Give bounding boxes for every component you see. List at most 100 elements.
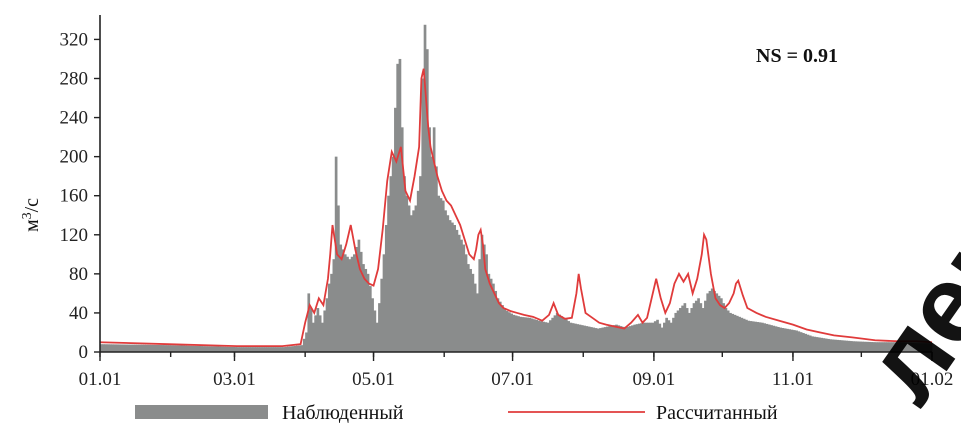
observed-bar — [747, 320, 751, 352]
observed-bar — [348, 259, 352, 352]
observed-bar — [421, 78, 425, 353]
observed-bar — [350, 256, 354, 352]
observed-bar — [929, 343, 933, 352]
observed-bar — [143, 344, 146, 352]
observed-bar — [624, 327, 627, 352]
observed-bar — [154, 344, 158, 352]
observed-bar — [400, 127, 404, 352]
observed-bar — [166, 345, 169, 352]
observed-bar — [444, 210, 447, 352]
observed-bar — [248, 347, 251, 352]
observed-bar — [861, 341, 865, 352]
observed-bar — [387, 195, 390, 352]
observed-bar — [733, 314, 737, 352]
observed-bar — [811, 336, 814, 352]
observed-bar — [767, 324, 771, 352]
observed-bar — [482, 244, 486, 352]
x-tick-label: 07.01 — [491, 369, 534, 390]
observed-bar — [156, 345, 160, 352]
observed-bar — [831, 339, 835, 352]
observed-bar — [792, 330, 796, 352]
observed-bar — [234, 347, 238, 352]
observed-bar — [875, 342, 878, 352]
observed-bar — [207, 346, 210, 352]
observed-bar — [476, 293, 479, 352]
observed-bar — [466, 264, 470, 352]
observed-bar — [498, 301, 502, 352]
observed-bar — [403, 176, 406, 352]
observed-bar — [437, 195, 441, 352]
observed-bar — [182, 345, 185, 352]
observed-bar — [888, 342, 892, 352]
observed-bar — [535, 320, 539, 352]
observed-bar — [631, 325, 634, 352]
observed-bar — [710, 288, 714, 352]
observed-bar — [471, 273, 475, 352]
observed-bar — [904, 342, 908, 352]
observed-bar — [672, 317, 675, 352]
observed-bar — [751, 321, 755, 352]
observed-bar — [453, 225, 456, 352]
observed-bar — [188, 345, 192, 352]
observed-bar — [473, 283, 477, 352]
observed-bar — [243, 347, 247, 352]
observed-bar — [692, 303, 696, 352]
observed-bar — [555, 312, 559, 352]
observed-bar — [530, 318, 534, 352]
observed-bar — [738, 316, 741, 352]
observed-bar — [720, 298, 723, 352]
observed-bar — [252, 347, 256, 352]
observed-bar — [849, 341, 853, 352]
observed-bar — [334, 156, 338, 352]
observed-bar — [735, 315, 739, 352]
observed-bar — [615, 324, 618, 352]
observed-bar — [583, 325, 586, 352]
observed-bar — [818, 337, 821, 352]
y-tick-label: 80 — [69, 264, 88, 285]
observed-bar — [435, 166, 438, 352]
observed-bar — [824, 338, 828, 352]
observed-bar — [170, 345, 174, 352]
observed-bar — [660, 327, 664, 352]
observed-bar — [651, 322, 655, 352]
observed-bar — [565, 319, 568, 352]
observed-bar — [257, 347, 260, 352]
observed-bar — [378, 303, 381, 352]
observed-bar — [355, 246, 358, 352]
observed-bar — [642, 322, 646, 352]
observed-bar — [729, 312, 732, 352]
observed-bar — [198, 346, 201, 352]
observed-bar — [193, 345, 197, 352]
y-tick-label: 0 — [79, 342, 89, 363]
observed-bar — [380, 278, 384, 352]
y-tick-label: 320 — [60, 29, 89, 50]
observed-bar — [125, 344, 128, 352]
observed-bar — [756, 322, 760, 352]
observed-bar — [311, 322, 315, 352]
observed-bar — [799, 332, 803, 352]
observed-bar — [763, 323, 766, 352]
observed-bar — [305, 332, 308, 352]
observed-bar — [610, 325, 614, 352]
observed-bar — [806, 334, 810, 352]
observed-bar — [795, 330, 798, 352]
observed-bar — [432, 127, 436, 352]
observed-bar — [906, 342, 910, 352]
observed-bar — [414, 205, 418, 352]
observed-bar — [804, 333, 808, 352]
observed-bar — [815, 337, 819, 352]
observed-bar — [517, 316, 520, 352]
observed-bar — [644, 322, 648, 352]
observed-bar — [391, 156, 395, 352]
observed-bar — [102, 344, 105, 352]
observed-bar — [357, 239, 361, 352]
observed-bar — [405, 195, 409, 352]
observed-bar — [526, 317, 529, 352]
observed-bar — [293, 345, 297, 352]
observed-bar — [523, 317, 527, 352]
observed-bar — [134, 344, 137, 352]
observed-bar — [316, 308, 320, 352]
observed-bar — [353, 254, 356, 352]
observed-bar — [840, 340, 844, 352]
observed-bar — [286, 346, 290, 352]
